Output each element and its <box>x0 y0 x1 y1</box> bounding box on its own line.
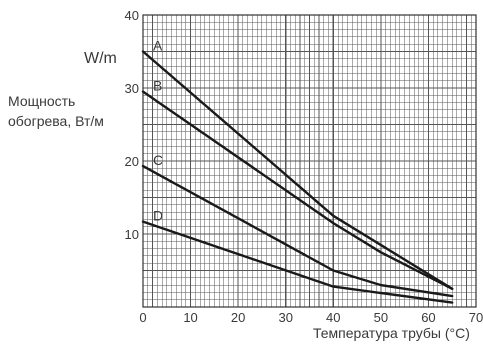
series-label-b: B <box>153 78 162 94</box>
y-tick-label: 20 <box>125 154 139 169</box>
unit-label: W/m <box>84 50 117 67</box>
x-tick-label: 40 <box>326 310 340 325</box>
series-line-a <box>141 50 454 290</box>
y-tick-label: 30 <box>125 81 139 96</box>
x-axis-label: Температура трубы (°C) <box>313 325 470 341</box>
y-axis-label-line-1: Мощность <box>8 93 76 109</box>
x-tick-label: 20 <box>231 310 245 325</box>
series-label-a: A <box>153 38 163 54</box>
series-line-d <box>141 220 454 304</box>
series-line-b <box>141 90 454 290</box>
x-tick-label: 30 <box>278 310 292 325</box>
y-tick-label: 40 <box>125 8 139 23</box>
series-line-c <box>141 164 454 298</box>
x-tick-label: 60 <box>421 310 435 325</box>
y-axis-label: Мощность обогрева, Вт/м <box>8 91 104 131</box>
series-label-d: D <box>153 208 163 224</box>
plot-frame <box>142 14 477 308</box>
x-tick-label: 10 <box>183 310 197 325</box>
series-label-c: C <box>153 152 163 168</box>
x-tick-label: 50 <box>374 310 388 325</box>
y-tick-label: 10 <box>125 227 139 242</box>
x-tick-label: 0 <box>139 310 146 325</box>
y-axis-label-line-2: обогрева, Вт/м <box>8 113 104 129</box>
x-tick-label: 70 <box>469 310 483 325</box>
